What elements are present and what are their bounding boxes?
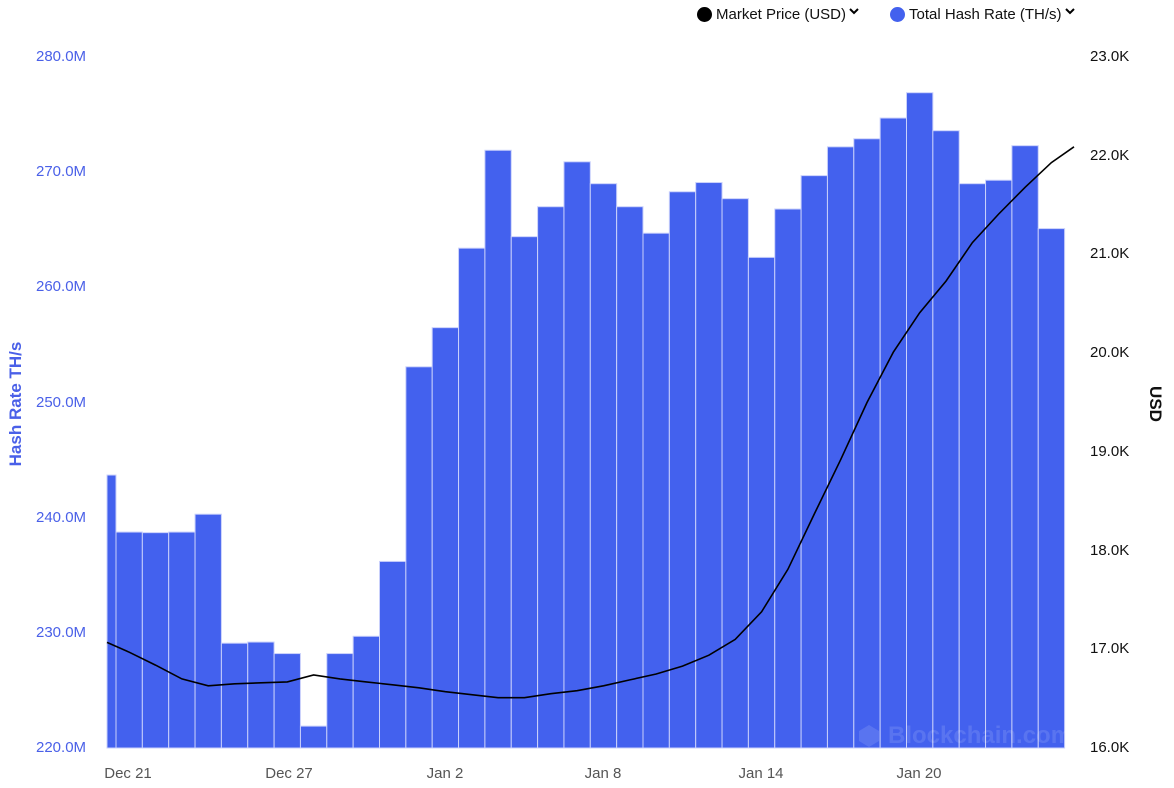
right-axis-tick: 21.0K (1090, 245, 1130, 263)
legend-item-hash-rate[interactable]: Total Hash Rate (TH/s) (890, 6, 1076, 23)
x-axis-tick: Jan 20 (896, 765, 942, 782)
hash-rate-bar[interactable] (484, 149, 512, 749)
hash-rate-bar[interactable] (1037, 228, 1066, 749)
right-axis-tick: 17.0K (1090, 640, 1130, 658)
right-axis-tick: 23.0K (1090, 48, 1130, 65)
hash-rate-bar[interactable] (405, 366, 433, 749)
left-axis-tick: 270.0M (36, 163, 87, 181)
left-axis-tick: 220.0M (36, 739, 87, 756)
hash-rate-bar[interactable] (616, 206, 644, 749)
hash-rate-bar[interactable] (879, 117, 908, 749)
right-axis-tick: 20.0K (1090, 344, 1130, 362)
market-price-line[interactable] (106, 146, 1075, 699)
hash-rate-bar[interactable] (589, 183, 618, 749)
hash-rate-bar[interactable] (563, 161, 591, 749)
left-axis-tick: 240.0M (36, 508, 87, 526)
left-axis-tick: 230.0M (36, 623, 87, 641)
left-axis-tick: 250.0M (36, 393, 87, 411)
left-axis-tick: 280.0M (36, 48, 87, 65)
hash-rate-bar[interactable] (220, 642, 249, 749)
hash-rate-bar[interactable] (431, 327, 460, 749)
market-price-dot-icon (697, 6, 712, 22)
x-axis-tick: Dec 27 (265, 765, 313, 782)
x-axis-tick: Jan 2 (426, 765, 464, 782)
x-axis-tick: Dec 21 (104, 765, 152, 782)
hash-rate-bar[interactable] (141, 532, 170, 749)
chevron-down-icon[interactable] (1064, 5, 1076, 17)
hash-rate-bar[interactable] (668, 191, 697, 749)
legend-label: Market Price (USD) (716, 5, 847, 23)
x-axis-tick: Jan 8 (584, 765, 622, 782)
hash-rate-bar[interactable] (932, 130, 960, 749)
hash-rate-bar[interactable] (1011, 145, 1039, 749)
hash-rate-dot-icon (890, 6, 906, 22)
hash-rate-bar[interactable] (168, 531, 196, 749)
hash-rate-bar[interactable] (985, 179, 1013, 749)
hash-rate-bar[interactable] (826, 146, 855, 749)
blockchain-logo-icon (859, 725, 879, 747)
hash-rate-bar[interactable] (642, 232, 670, 749)
hash-rate-bar[interactable] (906, 92, 934, 749)
hash-rate-bar[interactable] (115, 531, 143, 749)
hash-rate-bar[interactable] (299, 725, 328, 749)
hash-rate-bar[interactable] (958, 183, 987, 749)
hash-rate-bar[interactable] (853, 138, 881, 749)
chevron-down-icon[interactable] (848, 5, 860, 17)
hash-rate-bar[interactable] (747, 256, 776, 749)
hash-rate-bar[interactable] (352, 635, 380, 749)
x-axis-tick: Jan 14 (738, 765, 784, 782)
hash-rate-bar[interactable] (273, 653, 301, 749)
hash-rate-bar[interactable] (247, 641, 275, 749)
hash-rate-bar[interactable] (537, 206, 565, 749)
chart-legend: Market Price (USD) Total Hash Rate (TH/s… (697, 3, 1076, 25)
hash-rate-bar[interactable] (379, 560, 407, 749)
right-axis-tick: 22.0K (1090, 146, 1130, 164)
hash-rate-bar[interactable] (800, 175, 828, 749)
hash-rate-bar[interactable] (458, 247, 486, 749)
right-axis-tick: 19.0K (1090, 442, 1130, 460)
right-axis-tick: 16.0K (1090, 739, 1130, 756)
right-axis-tick: 18.0K (1090, 541, 1130, 559)
hash-rate-bar[interactable] (194, 513, 222, 749)
legend-label: Total Hash Rate (TH/s) (909, 5, 1062, 23)
left-axis-tick: 260.0M (36, 278, 87, 296)
hash-rate-bar[interactable] (774, 208, 802, 749)
legend-item-market-price[interactable]: Market Price (USD) (697, 6, 860, 23)
hash-rate-bar[interactable] (695, 182, 723, 749)
hash-rate-bar[interactable] (326, 653, 354, 749)
watermark: Blockchain.com (856, 722, 1072, 750)
hash-rate-bar[interactable] (510, 236, 539, 749)
hash-rate-bar[interactable] (721, 198, 749, 749)
hash-rate-bar[interactable] (106, 474, 117, 749)
